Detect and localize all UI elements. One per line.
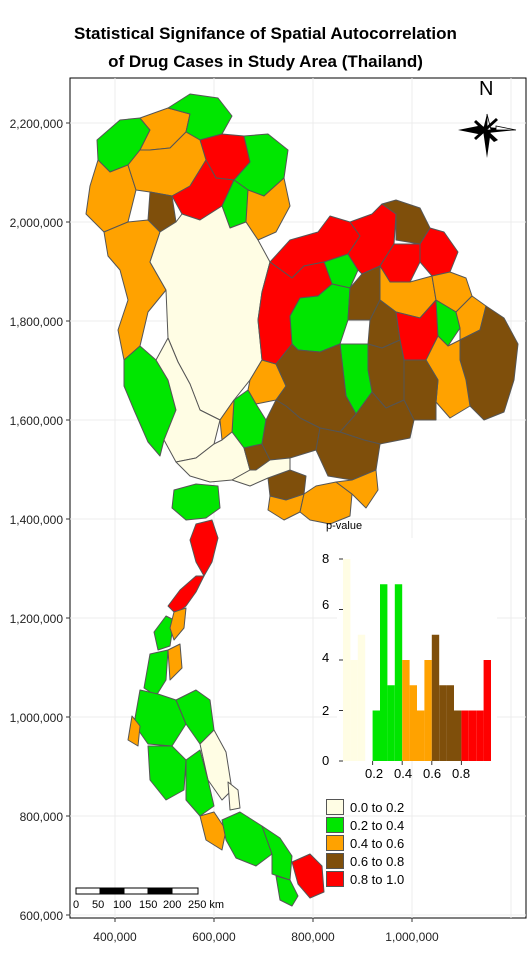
- histogram-x-tick: 0.6: [423, 766, 442, 781]
- y-tick-label: 1,400,000: [9, 513, 63, 527]
- histogram-bar: [424, 660, 432, 761]
- histogram-title: p-value: [326, 520, 363, 532]
- legend-item: 0.6 to 0.8: [326, 852, 404, 870]
- province-region: [171, 483, 221, 521]
- y-tick-label: 600,000: [19, 909, 63, 923]
- map-title-line1: Statistical Signifance of Spatial Autoco…: [74, 24, 457, 43]
- histogram-y-tick: 2: [322, 703, 330, 718]
- legend-swatch: [326, 853, 344, 869]
- province-region: [169, 607, 187, 641]
- province-region: [335, 469, 379, 509]
- province-region: [275, 875, 299, 907]
- legend-item: 0.2 to 0.4: [326, 816, 404, 834]
- province-region: [227, 781, 241, 811]
- province-region: [221, 811, 273, 867]
- scale-bar-label: 250 km: [188, 899, 225, 911]
- histogram-y-tick: 0: [322, 753, 330, 768]
- north-arrow-label: N: [479, 78, 494, 100]
- province-region: [103, 219, 167, 361]
- x-tick-label: 1,000,000: [385, 930, 439, 944]
- histogram-bar: [446, 685, 454, 761]
- histogram-y-tick: 6: [322, 597, 330, 612]
- histogram-x-tick: 0.4: [394, 766, 413, 781]
- scale-bar-label: 200: [163, 899, 182, 911]
- legend-swatch: [326, 871, 344, 887]
- y-tick-label: 2,200,000: [9, 117, 63, 131]
- province-region: [419, 227, 459, 277]
- y-tick-label: 1,000,000: [9, 711, 63, 725]
- histogram-bar: [454, 710, 462, 761]
- legend: 0.0 to 0.2 0.2 to 0.4 0.4 to 0.6 0.6 to …: [326, 798, 404, 888]
- x-tick-label: 400,000: [93, 930, 137, 944]
- histogram-bar: [343, 559, 351, 761]
- scale-bar: [75, 887, 199, 895]
- province-region: [199, 811, 227, 851]
- legend-label: 0.0 to 0.2: [350, 799, 405, 815]
- scale-bar-label: 50: [92, 899, 105, 911]
- histogram-bar: [350, 660, 358, 761]
- histogram-bar: [357, 634, 366, 761]
- histogram-bar: [468, 710, 477, 761]
- legend-label: 0.4 to 0.6: [350, 835, 405, 851]
- histogram-x-tick: 0.2: [365, 766, 384, 781]
- histogram-bar: [380, 584, 388, 761]
- legend-swatch: [326, 799, 344, 815]
- province-region: [189, 519, 219, 577]
- histogram-bar: [372, 710, 380, 761]
- province-region: [231, 457, 291, 487]
- y-tick-label: 1,600,000: [9, 414, 63, 428]
- histogram-bar: [409, 685, 417, 761]
- histogram-bar: [431, 634, 440, 761]
- histogram-bar: [402, 660, 410, 761]
- province-region: [143, 649, 169, 697]
- scale-bar-label: 100: [113, 899, 132, 911]
- legend-item: 0.4 to 0.6: [326, 834, 404, 852]
- y-tick-label: 1,800,000: [9, 315, 63, 329]
- scale-bar-label: 0: [73, 899, 80, 911]
- histogram-y-tick: 4: [322, 650, 330, 665]
- histogram-y-tick: 8: [322, 551, 330, 566]
- y-tick-label: 800,000: [19, 810, 63, 824]
- y-tick-label: 2,000,000: [9, 216, 63, 230]
- province-region: [127, 131, 207, 197]
- histogram-bar: [387, 685, 395, 761]
- legend-swatch: [326, 817, 344, 833]
- histogram-bar: [394, 584, 403, 761]
- province-region: [185, 749, 215, 817]
- map-title-line2: of Drug Cases in Study Area (Thailand): [108, 52, 423, 71]
- legend-item: 0.0 to 0.2: [326, 798, 404, 816]
- histogram-bar: [461, 710, 469, 761]
- y-tick-label: 1,200,000: [9, 612, 63, 626]
- histogram-bar: [417, 710, 425, 761]
- legend-item: 0.8 to 1.0: [326, 870, 404, 888]
- legend-label: 0.6 to 0.8: [350, 853, 405, 869]
- province-region: [435, 299, 461, 347]
- histogram-bar: [439, 685, 447, 761]
- province-region: [167, 575, 205, 615]
- histogram-bar: [483, 660, 491, 761]
- x-tick-label: 600,000: [192, 930, 236, 944]
- pvalue-histogram: [337, 538, 497, 765]
- province-region: [147, 745, 187, 801]
- legend-label: 0.2 to 0.4: [350, 817, 405, 833]
- province-region: [291, 853, 325, 899]
- histogram-bar: [476, 710, 484, 761]
- province-region: [127, 715, 141, 747]
- province-map: [85, 93, 519, 907]
- legend-swatch: [326, 835, 344, 851]
- x-tick-label: 800,000: [291, 930, 335, 944]
- scale-bar-label: 150: [139, 899, 158, 911]
- legend-label: 0.8 to 1.0: [350, 871, 405, 887]
- province-region: [245, 177, 291, 241]
- province-region: [167, 643, 183, 681]
- north-arrow-icon: [458, 113, 517, 158]
- province-region: [299, 481, 353, 525]
- histogram-x-tick: 0.8: [452, 766, 471, 781]
